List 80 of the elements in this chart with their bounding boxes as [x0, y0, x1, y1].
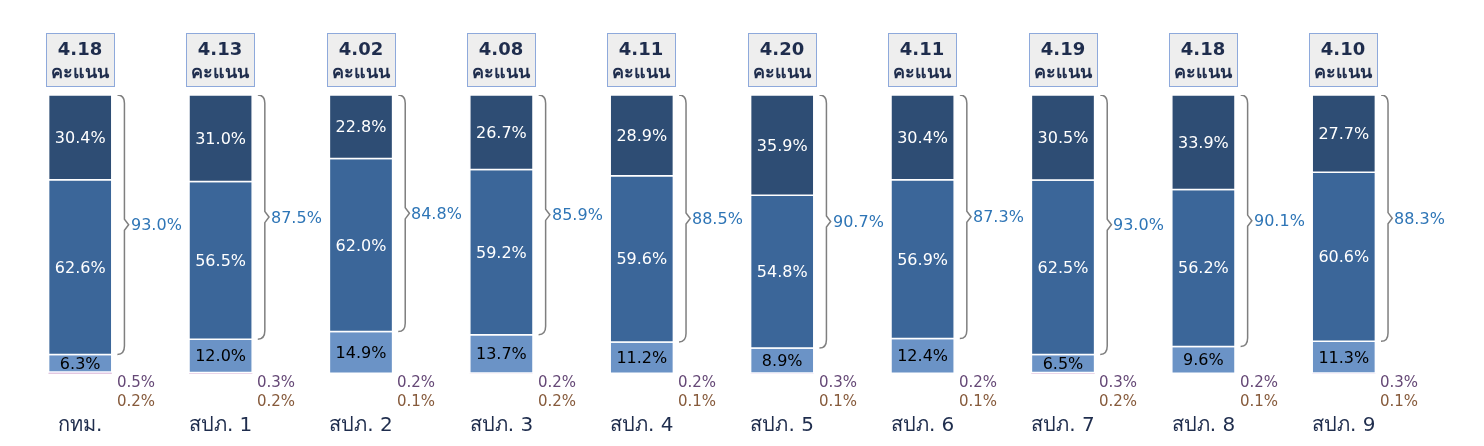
- text: 4.20 คะแนน: [753, 38, 812, 83]
- data-label: 35.9%: [756, 135, 808, 155]
- x-tick-label: สปภ. 6: [890, 412, 955, 436]
- data-label: 0.2%: [257, 392, 296, 410]
- data-label: 56.9%: [897, 249, 949, 269]
- data-label: 0.3%: [1099, 373, 1138, 391]
- data-label: 0.1%: [959, 392, 998, 410]
- data-label: 0.3%: [257, 373, 296, 391]
- data-label: 13.7%: [475, 344, 527, 364]
- annotation: 87.5%: [271, 208, 322, 227]
- text: 4.11 คะแนน: [893, 38, 952, 83]
- text: 4.19 คะแนน: [1034, 38, 1093, 83]
- x-tick-label: สปภ. 5: [750, 412, 814, 436]
- text: 4.10 คะแนน: [1314, 38, 1373, 83]
- text: 4.11 คะแนน: [612, 38, 671, 83]
- data-label: 0.2%: [117, 392, 156, 410]
- annotation: 87.3%: [973, 207, 1024, 226]
- x-tick-label: สปภ. 8: [1171, 412, 1236, 436]
- text: 4.13 คะแนน: [191, 38, 250, 83]
- text: 4.18 คะแนน: [51, 38, 110, 83]
- data-label: 11.3%: [1318, 347, 1370, 367]
- data-label: 0.3%: [1380, 373, 1419, 391]
- data-label: 26.7%: [475, 122, 527, 142]
- annotation: 90.1%: [1254, 211, 1305, 230]
- data-label: 28.9%: [616, 125, 668, 145]
- annotation: 85.9%: [552, 205, 603, 224]
- data-label: 0.2%: [397, 373, 436, 391]
- data-label: 0.1%: [1240, 392, 1279, 410]
- annotation: 93.0%: [131, 215, 182, 234]
- data-label: 30.4%: [897, 127, 949, 147]
- data-label: 0.1%: [819, 392, 858, 410]
- data-label: 0.1%: [678, 392, 717, 410]
- data-label: 12.4%: [897, 346, 949, 366]
- x-tick-label: กทม.: [58, 412, 103, 436]
- data-label: 62.6%: [54, 257, 106, 277]
- data-label: 14.9%: [335, 342, 387, 362]
- data-label: 59.6%: [616, 249, 668, 269]
- data-label: 0.2%: [959, 373, 998, 391]
- text: 4.08 คะแนน: [472, 38, 531, 83]
- annotation: 84.8%: [411, 204, 462, 223]
- x-tick-label: สปภ. 3: [469, 412, 534, 436]
- data-label: 27.7%: [1318, 124, 1370, 144]
- x-tick-label: สปภ. 9: [1312, 412, 1376, 436]
- annotation: 93.0%: [1113, 215, 1164, 234]
- data-label: 8.9%: [761, 350, 803, 370]
- data-label: 56.2%: [1177, 258, 1229, 278]
- annotation: 88.5%: [692, 209, 743, 228]
- data-label: 0.2%: [538, 373, 577, 391]
- data-label: 0.5%: [117, 373, 156, 391]
- data-label: 56.5%: [195, 250, 247, 270]
- data-label: 9.6%: [1183, 350, 1224, 370]
- data-label: 0.1%: [1380, 392, 1419, 410]
- data-label: 0.1%: [397, 392, 436, 410]
- data-label: 0.3%: [819, 373, 858, 391]
- data-label: 30.4%: [54, 127, 106, 147]
- x-tick-label: สปภ. 2: [329, 412, 393, 436]
- data-label: 31.0%: [195, 128, 247, 148]
- annotation: 88.3%: [1394, 209, 1445, 228]
- data-label: 60.6%: [1318, 247, 1370, 267]
- data-label: 6.3%: [59, 353, 101, 373]
- data-label: 33.9%: [1177, 132, 1229, 152]
- data-label: 0.2%: [1099, 392, 1138, 410]
- data-label: 62.0%: [335, 235, 387, 255]
- text: 4.18 คะแนน: [1174, 38, 1233, 83]
- x-tick-label: สปภ. 1: [188, 412, 253, 436]
- text: 4.02 คะแนน: [332, 38, 391, 83]
- data-label: 11.2%: [616, 348, 668, 368]
- data-label: 30.5%: [1037, 128, 1089, 148]
- data-label: 22.8%: [335, 117, 387, 137]
- annotation: 90.7%: [833, 212, 884, 231]
- data-label: 0.2%: [538, 392, 577, 410]
- data-label: 54.8%: [756, 262, 808, 282]
- data-label: 62.5%: [1037, 257, 1089, 277]
- data-label: 12.0%: [195, 346, 247, 366]
- data-label: 0.2%: [678, 373, 717, 391]
- x-tick-label: สปภ. 7: [1031, 412, 1095, 436]
- data-label: 0.2%: [1240, 373, 1279, 391]
- x-tick-label: สปภ. 4: [610, 412, 674, 436]
- data-label: 59.2%: [475, 242, 527, 262]
- data-label: 6.5%: [1042, 354, 1084, 374]
